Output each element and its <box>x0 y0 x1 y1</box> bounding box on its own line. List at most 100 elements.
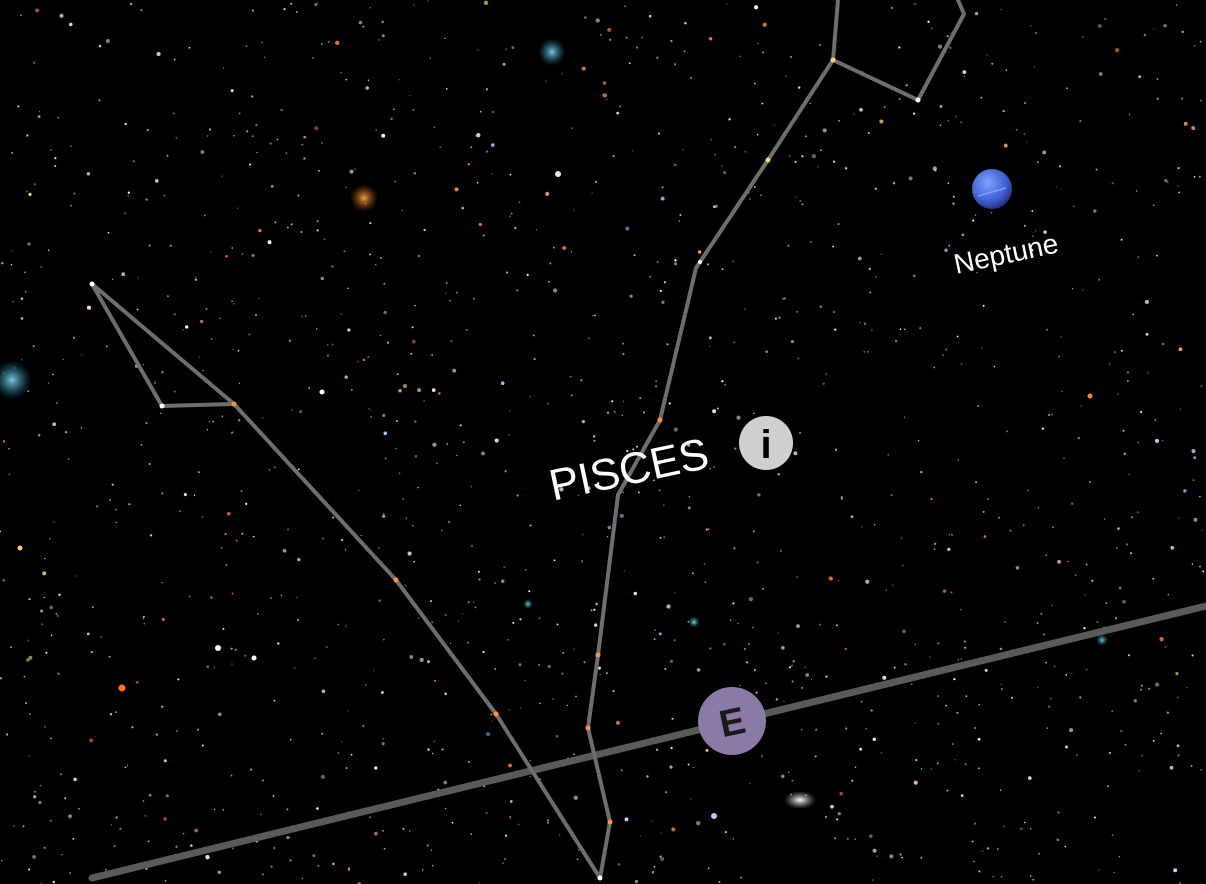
star <box>382 737 385 740</box>
star <box>169 244 172 247</box>
star <box>832 160 836 163</box>
star <box>94 735 96 738</box>
star <box>822 382 825 385</box>
star <box>778 316 781 319</box>
star <box>911 683 913 685</box>
star <box>1037 686 1039 688</box>
star <box>282 548 287 553</box>
star <box>233 303 235 305</box>
star <box>624 817 629 822</box>
star <box>709 345 711 347</box>
star <box>1065 745 1068 749</box>
star <box>270 865 273 868</box>
star <box>396 373 399 376</box>
star <box>753 5 759 10</box>
star <box>960 121 963 124</box>
star <box>1201 529 1203 532</box>
star <box>345 186 347 189</box>
star <box>949 46 952 49</box>
star <box>728 117 731 121</box>
planet-neptune[interactable]: Neptune <box>951 169 1061 280</box>
star <box>1122 429 1125 432</box>
star <box>210 250 212 253</box>
star <box>1020 827 1023 830</box>
star <box>1000 687 1004 691</box>
star <box>794 160 797 163</box>
star <box>277 642 280 645</box>
star <box>38 110 41 113</box>
star <box>173 58 176 61</box>
star <box>225 564 228 566</box>
star <box>607 525 612 530</box>
star <box>441 529 443 532</box>
star <box>367 355 370 358</box>
star <box>508 763 512 768</box>
star <box>643 411 646 414</box>
star <box>52 373 54 376</box>
star <box>316 229 319 232</box>
star <box>503 857 507 861</box>
star <box>512 621 515 625</box>
star <box>636 445 638 448</box>
star <box>899 328 902 331</box>
star <box>920 856 923 859</box>
star <box>446 282 448 284</box>
star <box>1186 686 1188 689</box>
star <box>245 45 248 47</box>
star <box>149 534 153 537</box>
star <box>1030 24 1032 27</box>
star <box>1104 18 1107 21</box>
star <box>175 845 178 848</box>
star <box>1199 40 1202 43</box>
star <box>945 348 948 351</box>
star <box>1041 427 1045 430</box>
star <box>638 491 640 494</box>
star <box>21 359 23 361</box>
star <box>208 420 210 423</box>
star <box>163 759 167 763</box>
info-icon[interactable]: i <box>739 416 793 470</box>
star <box>830 804 834 809</box>
star <box>173 112 175 115</box>
star <box>1159 637 1164 642</box>
star <box>696 821 701 826</box>
star <box>434 679 437 683</box>
star <box>1037 507 1040 509</box>
star <box>819 44 821 46</box>
star <box>314 126 319 131</box>
star <box>775 698 778 701</box>
compass-east-marker[interactable]: E <box>698 687 766 755</box>
star <box>227 512 231 516</box>
star <box>1072 288 1074 290</box>
star <box>362 724 365 728</box>
star <box>516 494 519 497</box>
star <box>820 149 822 152</box>
star <box>1111 834 1114 837</box>
star <box>796 624 800 628</box>
star <box>705 748 709 752</box>
star <box>1061 390 1063 393</box>
star <box>33 183 36 186</box>
star <box>732 260 735 263</box>
star <box>450 340 453 342</box>
star <box>1126 543 1129 546</box>
star <box>664 791 668 794</box>
star <box>431 752 434 755</box>
star <box>295 10 298 13</box>
star <box>810 678 813 681</box>
nebula-blob <box>350 184 378 212</box>
star <box>562 651 565 654</box>
star <box>59 13 64 18</box>
star <box>593 608 596 611</box>
star <box>796 576 799 579</box>
star <box>937 722 940 725</box>
star <box>1015 566 1020 570</box>
star <box>375 264 377 266</box>
star <box>390 117 393 120</box>
constellation-label-group[interactable]: PISCES i <box>545 416 793 511</box>
star <box>753 668 756 671</box>
star <box>930 768 932 770</box>
star <box>571 127 573 129</box>
star <box>45 651 48 654</box>
